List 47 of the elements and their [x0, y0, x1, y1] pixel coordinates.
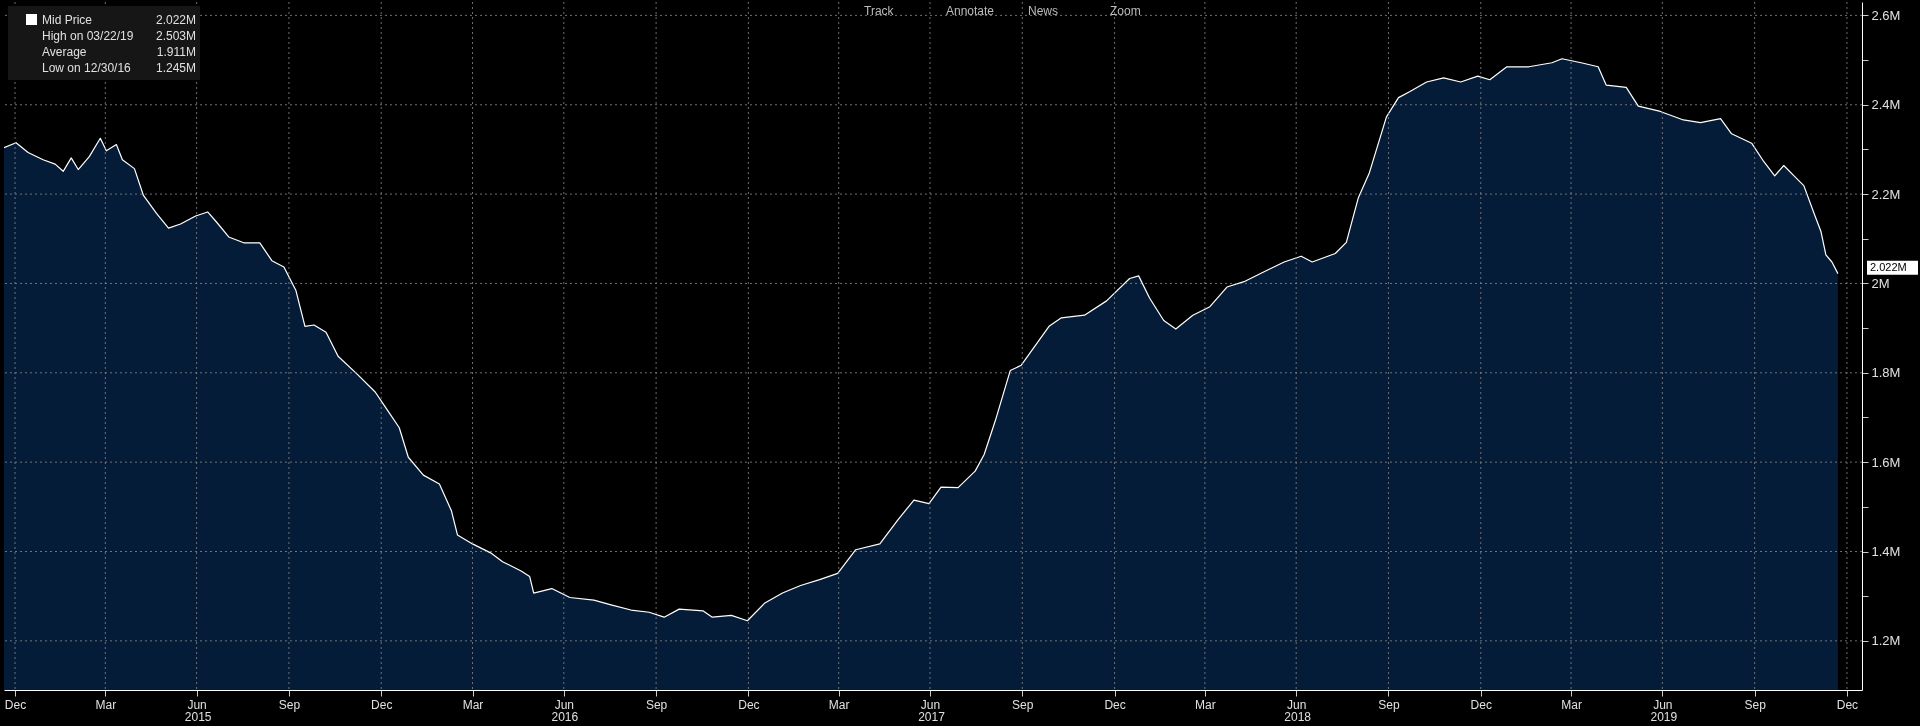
x-tick-label: Dec [371, 697, 393, 712]
text: 2.022M [1870, 260, 1907, 273]
x-tick-label: Mar [828, 697, 850, 712]
x-tick-label: Jun [1286, 697, 1307, 712]
x-tick-label: Jun [187, 697, 207, 712]
annotation: Low on 12/30/16 [42, 61, 132, 75]
text: 2015 [184, 710, 212, 724]
text: 2016 [551, 710, 579, 724]
annotation: 1.245M [155, 61, 196, 75]
y-tick-label: 1.8M [1871, 365, 1901, 381]
y-tick-label: 1.2M [1871, 633, 1901, 649]
y-tick-label: 2M [1871, 275, 1890, 291]
legend-label: Mid Price [42, 13, 93, 27]
x-tick-label: Dec [1470, 697, 1492, 712]
y-tick-label: 2.2M [1871, 186, 1901, 202]
x-tick-label: Dec [1104, 697, 1126, 712]
y-tick-label: 1.6M [1871, 454, 1901, 470]
x-tick-label: Sep [1378, 697, 1400, 712]
x-tick-label: Jun [920, 697, 941, 712]
y-tick-label: 2.6M [1871, 7, 1901, 23]
annotation: Track [864, 4, 895, 18]
x-tick-label: Mar [462, 697, 484, 712]
x-tick-label: Dec [4, 697, 27, 712]
x-tick-label: Mar [95, 697, 117, 712]
y-tick-label: 2.4M [1871, 97, 1901, 113]
annotation: Annotate [946, 4, 995, 18]
annotation: 2.503M [155, 29, 196, 43]
x-tick-label: Sep [1012, 697, 1034, 712]
y-tick-label: 1.4M [1871, 544, 1901, 560]
annotation: 2.022M [155, 13, 196, 27]
x-tick-label: Sep [278, 697, 301, 712]
x-tick-label: Jun [1653, 697, 1673, 712]
annotation: Average [42, 45, 87, 59]
annotation: High on 03/22/19 [42, 29, 134, 43]
x-tick-label: Jun [554, 697, 574, 712]
text: 2018 [1284, 710, 1312, 724]
annotation: 1.911M [156, 45, 196, 59]
text: 2017 [918, 710, 946, 724]
x-tick-label: Mar [1561, 697, 1582, 712]
x-tick-label: Mar [1195, 697, 1216, 712]
x-tick-label: Sep [1744, 697, 1767, 712]
x-tick-label: Sep [645, 697, 668, 712]
annotation: Zoom [1110, 4, 1141, 18]
x-tick-label: Dec [738, 697, 760, 712]
x-tick-label: Dec [1836, 697, 1859, 712]
annotation: News [1028, 4, 1059, 18]
text: 2019 [1650, 710, 1678, 724]
